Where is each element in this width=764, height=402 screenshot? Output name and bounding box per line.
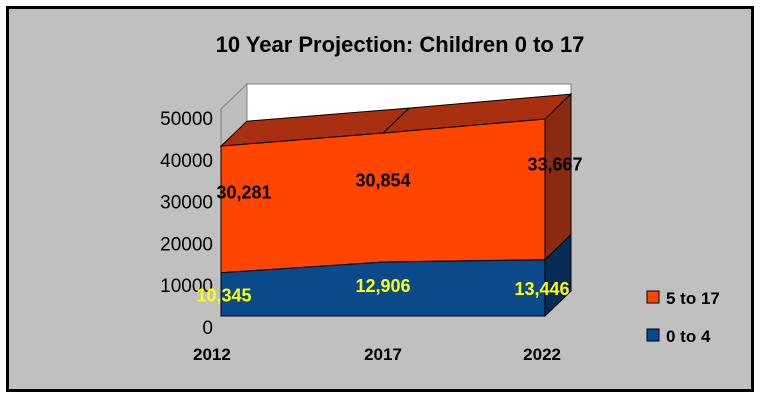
y-tick-label: 10000: [160, 276, 213, 297]
x-tick-label: 2017: [364, 345, 402, 364]
y-tick-label: 40000: [160, 151, 213, 172]
axis-ticks: 0 10000 20000 30000 40000 50000 2012 2017 2022: [160, 109, 561, 364]
data-label-0-4: 12,906: [355, 276, 410, 296]
chart-title: 10 Year Projection: Children 0 to 17: [216, 32, 585, 57]
data-label-5-17: 30,854: [355, 171, 410, 191]
y-tick-label: 50000: [160, 109, 213, 130]
legend-label: 0 to 4: [666, 327, 711, 346]
data-label-0-4: 10,345: [196, 285, 251, 305]
data-label-5-17: 30,281: [216, 182, 271, 202]
legend-label: 5 to 17: [666, 289, 720, 308]
y-tick-label: 30000: [160, 193, 213, 214]
data-labels: 30,281 30,854 33,667 10,345 12,906 13,446: [196, 154, 582, 305]
legend-swatch: [646, 328, 660, 342]
series-0-4-area: [220, 259, 546, 317]
legend-swatch: [646, 290, 660, 304]
y-tick-label: 20000: [160, 234, 213, 255]
series-5-17-top-ridge: [382, 107, 410, 134]
series-5-17-side: [544, 92, 572, 261]
legend: 5 to 17 0 to 4: [646, 289, 720, 346]
data-label-0-4: 13,446: [514, 279, 569, 299]
x-tick-label: 2012: [193, 345, 231, 364]
x-tick-label: 2022: [523, 345, 561, 364]
plot-area: [219, 82, 573, 318]
y-tick-label: 0: [202, 318, 213, 339]
data-label-5-17: 33,667: [527, 154, 582, 174]
